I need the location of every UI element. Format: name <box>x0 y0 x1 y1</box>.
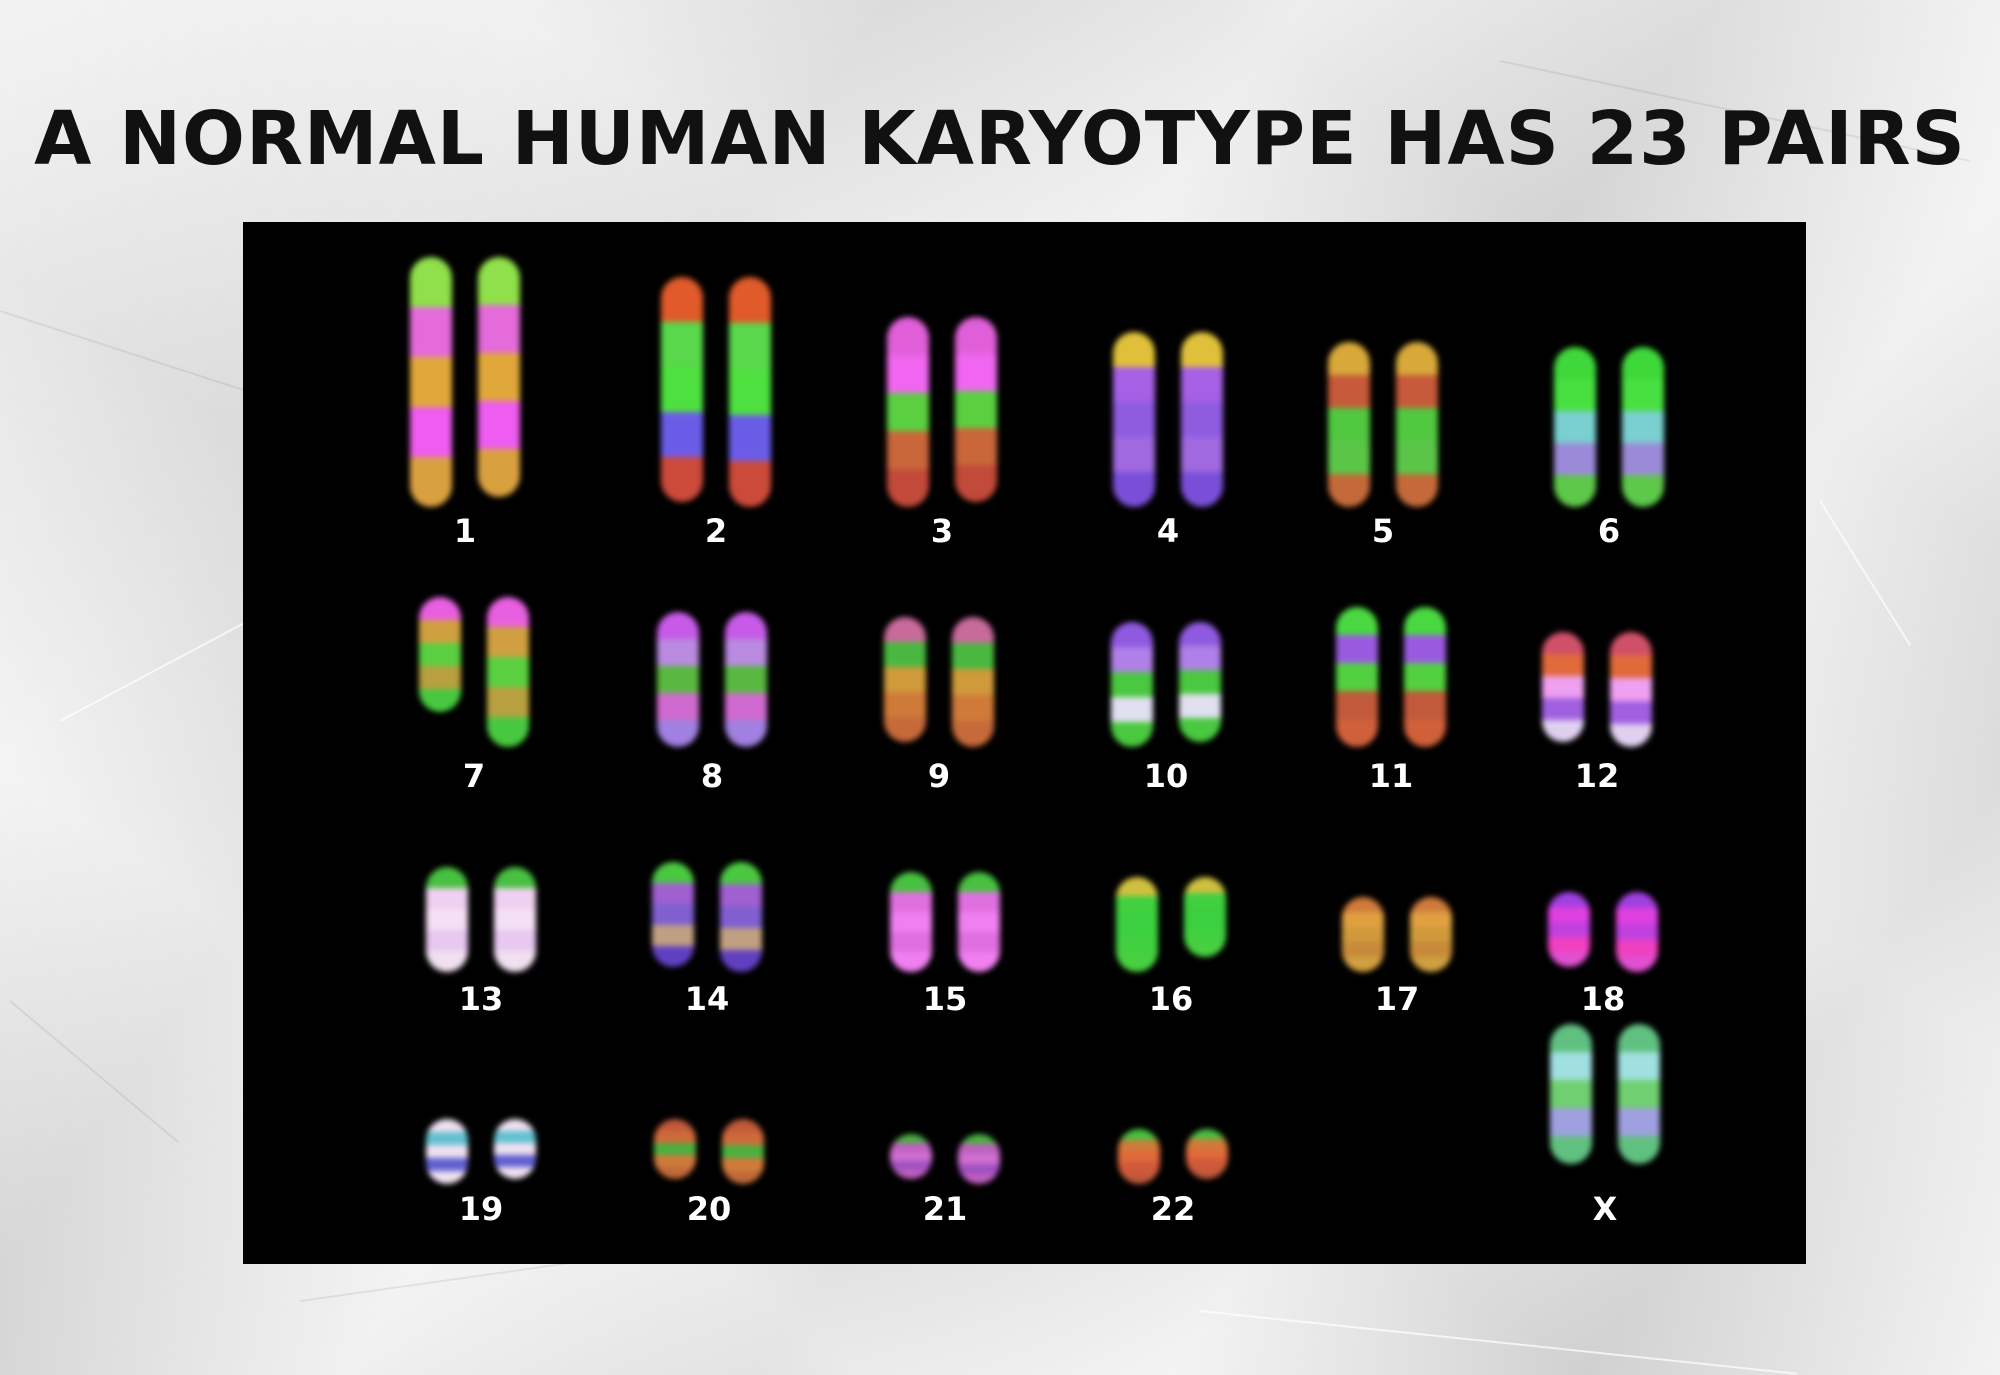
chromosome <box>419 597 461 712</box>
chromosome <box>725 612 767 747</box>
chromosome <box>657 612 699 747</box>
chromosome-label: 11 <box>1368 757 1414 795</box>
chromosome-pair: 3 <box>842 242 1042 550</box>
chromosome-pair: 1 <box>365 242 565 550</box>
chromosome <box>958 1134 1000 1184</box>
chromosome-label: 15 <box>922 980 968 1018</box>
chromosome-label: 18 <box>1580 980 1626 1018</box>
chromosome-label: 17 <box>1374 980 1420 1018</box>
chromosome <box>1550 1024 1592 1164</box>
chromosome <box>1622 347 1664 507</box>
chromosome-label: 20 <box>686 1190 732 1228</box>
chromosome-pair: 15 <box>845 832 1045 1022</box>
chromosome-pair: 13 <box>381 832 581 1022</box>
chromosome-label: 4 <box>1156 512 1180 550</box>
chromosome-label: 12 <box>1574 757 1620 795</box>
chromosome-pair: 22 <box>1073 1042 1273 1252</box>
chromosome <box>887 317 929 507</box>
chromosome-label: 14 <box>684 980 730 1018</box>
chromosome-pair: 9 <box>839 562 1039 795</box>
chromosome-label: 13 <box>458 980 504 1018</box>
chromosome-pair: 21 <box>845 1042 1045 1252</box>
chromosome <box>478 257 520 497</box>
chromosome-pair: 7 <box>374 562 574 795</box>
chromosome <box>1610 632 1652 747</box>
chromosome <box>1118 1129 1160 1184</box>
chromosome-pair: 19 <box>381 1042 581 1252</box>
chromosome-label: 9 <box>927 757 951 795</box>
chromosome-pair: 2 <box>616 242 816 550</box>
chromosome <box>494 1119 536 1179</box>
chromosome <box>494 867 536 972</box>
paper-crease <box>1819 500 1911 646</box>
chromosome-label: 19 <box>458 1190 504 1228</box>
chromosome <box>955 317 997 502</box>
chromosome-label: 1 <box>453 512 477 550</box>
chromosome-label: 6 <box>1597 512 1621 550</box>
chromosome-label: 3 <box>930 512 954 550</box>
chromosome <box>729 277 771 507</box>
chromosome <box>652 862 694 967</box>
chromosome <box>1116 877 1158 972</box>
chromosome-pair: X <box>1505 1022 1705 1252</box>
chromosome <box>1396 342 1438 507</box>
chromosome-pair: 8 <box>612 562 812 795</box>
chromosome-pair: 4 <box>1068 242 1268 550</box>
chromosome-label: 21 <box>922 1190 968 1228</box>
chromosome-pair: 6 <box>1509 242 1709 550</box>
chromosome-label: 5 <box>1371 512 1395 550</box>
chromosome-pair: 11 <box>1291 562 1491 795</box>
chromosome <box>1111 622 1153 747</box>
chromosome-pair: 18 <box>1503 832 1703 1022</box>
chromosome <box>952 617 994 747</box>
chromosome-label: 22 <box>1150 1190 1196 1228</box>
chromosome-label: 8 <box>700 757 724 795</box>
chromosome-label: 16 <box>1148 980 1194 1018</box>
chromosome <box>722 1119 764 1184</box>
chromosome <box>1342 897 1384 972</box>
chromosome <box>958 872 1000 972</box>
chromosome-pair: 17 <box>1297 832 1497 1022</box>
chromosome <box>1616 892 1658 972</box>
chromosome <box>426 867 468 972</box>
chromosome <box>720 862 762 972</box>
chromosome-pair: 12 <box>1497 562 1697 795</box>
karyotype-image: 1 2 3 4 5 6 7 8 9 10 11 12 <box>243 222 1806 1264</box>
paper-crease <box>9 1000 180 1144</box>
chromosome <box>1336 607 1378 747</box>
chromosome-pair: 16 <box>1071 832 1271 1022</box>
chromosome <box>1410 897 1452 972</box>
chromosome <box>487 597 529 747</box>
chromosome-label: X <box>1592 1190 1618 1228</box>
chromosome <box>661 277 703 502</box>
chromosome <box>1542 632 1584 742</box>
chromosome-pair: 14 <box>607 832 807 1022</box>
chromosome <box>890 872 932 972</box>
chromosome <box>1328 342 1370 507</box>
chromosome <box>1548 892 1590 967</box>
chromosome-pair: 20 <box>609 1042 809 1252</box>
chromosome <box>410 257 452 507</box>
chromosome-label: 10 <box>1143 757 1189 795</box>
chromosome-label: 2 <box>704 512 728 550</box>
page-title: A NORMAL HUMAN KARYOTYPE HAS 23 PAIRS <box>34 96 1966 182</box>
chromosome-pair: 10 <box>1066 562 1266 795</box>
chromosome <box>654 1119 696 1179</box>
chromosome <box>1113 332 1155 507</box>
chromosome <box>1186 1129 1228 1179</box>
chromosome-label: 7 <box>462 757 486 795</box>
chromosome <box>1179 622 1221 742</box>
chromosome <box>1404 607 1446 747</box>
chromosome <box>426 1119 468 1184</box>
paper-crease <box>1199 1310 1797 1375</box>
chromosome <box>884 617 926 742</box>
chromosome <box>1184 877 1226 957</box>
chromosome <box>1554 347 1596 507</box>
chromosome <box>890 1134 932 1179</box>
chromosome <box>1181 332 1223 507</box>
chromosome-pair: 5 <box>1283 242 1483 550</box>
chromosome <box>1618 1024 1660 1164</box>
